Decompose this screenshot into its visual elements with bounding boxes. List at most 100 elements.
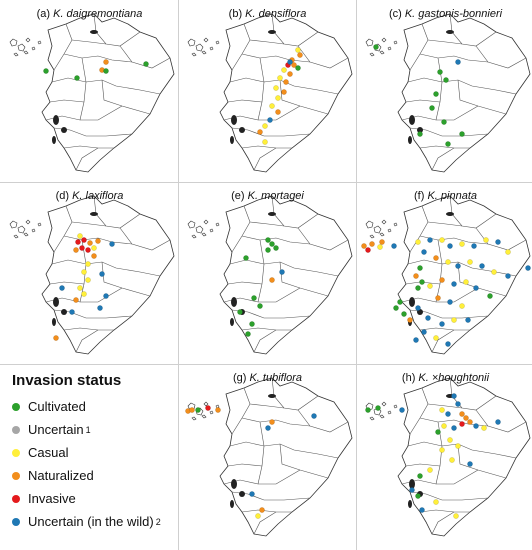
province-boundary [249,403,285,409]
city-area [409,479,415,489]
province-boundary [457,261,507,297]
galapagos-island [379,50,385,55]
panel-title: (c) K. gastonis-bonnieri [358,8,532,20]
occurrence-point [481,425,487,431]
occurrence-point [463,279,469,285]
occurrence-point [433,499,439,505]
galapagos-island [201,50,207,55]
occurrence-point [369,241,375,247]
city-area [52,136,56,144]
galapagos-island [373,225,382,234]
province-boundary [427,39,463,45]
occurrence-point [257,303,263,309]
city-area [61,309,67,315]
galapagos-island [365,38,374,47]
occurrence-point [295,47,301,53]
species-name: K. daigremontiana [53,8,143,20]
occurrence-point [81,237,87,243]
galapagos-island [393,222,398,227]
occurrence-point [269,241,275,247]
province-boundary [253,511,277,535]
panel-letter: (h) [401,372,419,384]
country-outline [397,195,531,355]
occurrence-point [373,44,379,50]
occurrence-point [445,141,451,147]
occurrence-point [439,237,445,243]
province-boundary [431,147,455,171]
province-boundary [431,511,455,535]
province-boundary [227,99,263,103]
legend-item: Naturalized [12,464,184,487]
ecuador-map [9,195,175,355]
panel-title: (a) K. daigremontiana [2,8,177,20]
city-area [90,30,98,34]
map-panel: (g) K. tubiflora [180,366,355,546]
occurrence-point [407,317,413,323]
occurrence-point [74,75,80,81]
province-boundary [231,205,251,253]
province-boundary [79,57,87,121]
occurrence-point [447,243,453,249]
city-area [53,115,59,125]
occurrence-point [415,239,421,245]
occurrence-point [439,447,445,453]
galapagos-island [381,37,387,43]
occurrence-point [195,407,201,413]
galapagos-island [387,228,392,233]
occurrence-point [473,285,479,291]
city-area [90,212,98,216]
occurrence-point [443,77,449,83]
occurrence-point [377,244,383,250]
province-boundary [227,281,263,285]
city-area [408,136,412,144]
province-boundary [419,53,489,63]
galapagos-island [203,219,209,225]
legend-footnote-mark: 1 [85,424,91,435]
occurrence-point [99,271,105,277]
country-outline [397,377,531,537]
city-area [61,127,67,133]
occurrence-point [417,265,423,271]
city-area [408,500,412,508]
galapagos-island [365,220,374,229]
galapagos-island [203,37,209,43]
occurrence-point [473,423,479,429]
province-boundary [475,45,527,69]
galapagos-island [209,46,214,51]
legend-title: Invasion status [12,372,122,389]
occurrence-point [415,493,421,499]
occurrence-point [433,91,439,97]
galapagos-island [393,404,398,409]
province-boundary [297,409,349,433]
occurrence-point [269,277,275,283]
occurrence-point [419,279,425,285]
galapagos-island [9,38,18,47]
occurrence-point [451,425,457,431]
occurrence-point [103,68,109,74]
occurrence-point [453,513,459,519]
country-outline [41,13,175,173]
province-boundary [297,45,349,69]
occurrence-point [77,285,83,291]
legend-label: Uncertain [28,422,84,437]
ecuador-map [365,13,531,173]
species-name: K. laxiflora [72,190,124,202]
country-outline [219,377,353,537]
occurrence-point [495,239,501,245]
occurrence-point [415,305,421,311]
occurrence-point [417,473,423,479]
galapagos-island [381,401,387,407]
occurrence-point [439,277,445,283]
panel-title: (d) K. laxiflora [2,190,177,202]
occurrence-point [375,405,381,411]
galapagos-island [387,410,392,415]
occurrence-point [439,321,445,327]
occurrence-point [273,245,279,251]
occurrence-point [287,71,293,77]
galapagos-island [37,40,42,45]
occurrence-point [243,255,249,261]
occurrence-point [81,291,87,297]
galapagos-island [187,38,196,47]
occurrence-point [265,247,271,253]
city-area [409,297,415,307]
